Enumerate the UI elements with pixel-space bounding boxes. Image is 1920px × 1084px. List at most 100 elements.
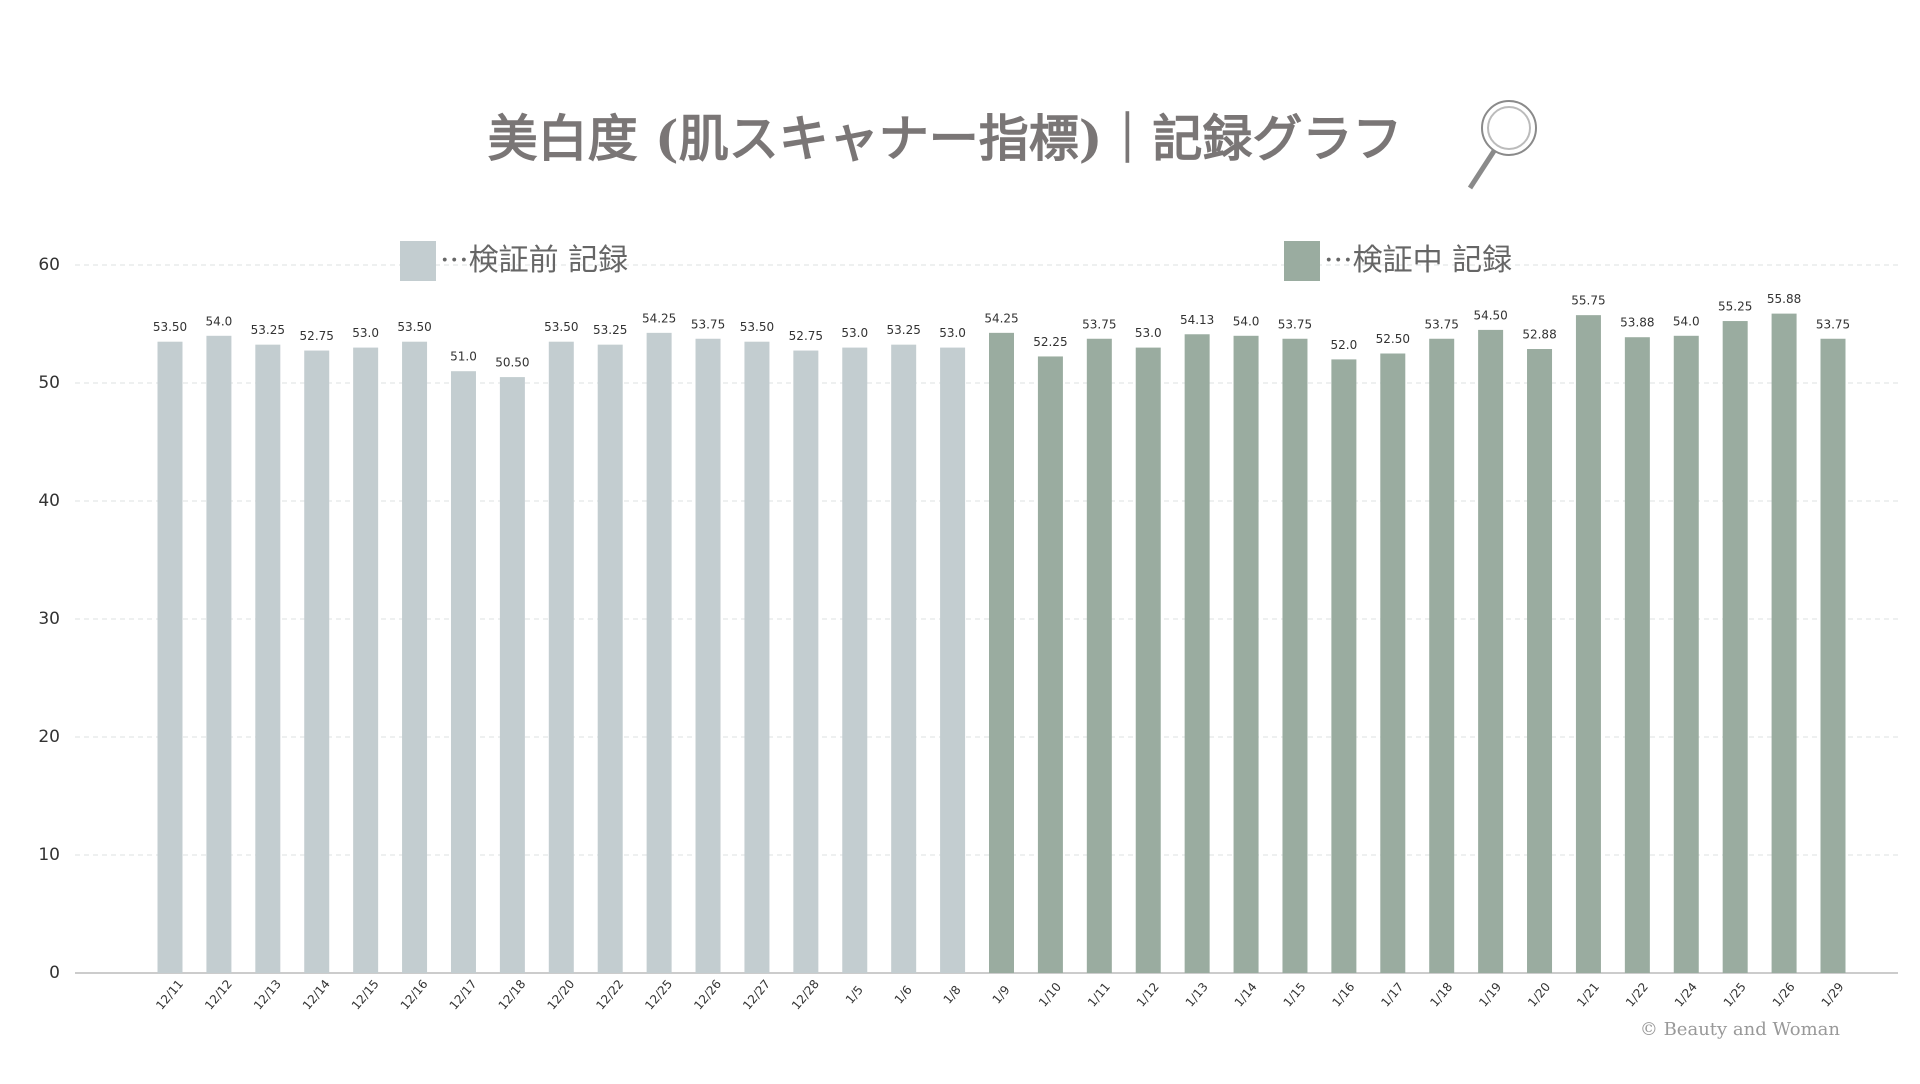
x-tick-label: 1/24 <box>1672 980 1700 1010</box>
bar <box>1086 338 1112 973</box>
bar <box>353 347 379 974</box>
x-tick-label: 12/18 <box>496 977 529 1012</box>
data-label: 52.25 <box>1033 335 1067 349</box>
x-tick-label: 12/17 <box>447 977 480 1012</box>
magnifier-icon <box>1467 100 1537 190</box>
x-tick-label: 1/17 <box>1378 980 1406 1010</box>
data-label: 54.0 <box>206 314 233 328</box>
data-label: 53.50 <box>397 320 431 334</box>
data-label: 53.75 <box>1278 317 1312 331</box>
x-tick-label: 12/28 <box>789 977 822 1012</box>
data-label: 55.75 <box>1571 294 1605 308</box>
bar <box>1771 313 1797 974</box>
x-tick-label: 1/26 <box>1770 980 1798 1010</box>
data-label: 53.75 <box>1425 317 1459 331</box>
bar <box>940 347 966 974</box>
data-label: 50.50 <box>495 356 529 370</box>
x-tick-label: 12/15 <box>349 977 382 1012</box>
x-tick-label: 1/5 <box>843 983 866 1007</box>
data-label: 52.75 <box>300 329 334 343</box>
chart-title: 美白度 (肌スキャナー指標)｜記録グラフ <box>488 109 1403 168</box>
bar <box>304 350 330 973</box>
x-tick-label: 12/25 <box>642 977 675 1012</box>
bar <box>1184 334 1210 973</box>
bar <box>1722 321 1748 973</box>
bar <box>157 341 183 973</box>
bar <box>891 344 917 973</box>
bar <box>744 341 770 973</box>
data-label: 54.50 <box>1473 308 1507 322</box>
data-label: 53.25 <box>251 323 285 337</box>
bar <box>695 338 721 973</box>
y-tick-label: 0 <box>49 963 60 983</box>
bar <box>206 335 232 973</box>
bar <box>989 332 1014 974</box>
data-label: 55.25 <box>1718 300 1752 314</box>
bar <box>1478 329 1504 973</box>
bar <box>1429 338 1455 973</box>
x-tick-label: 1/29 <box>1819 980 1847 1010</box>
x-tick-label: 1/11 <box>1085 980 1113 1010</box>
x-tick-label: 12/27 <box>740 977 773 1012</box>
bar <box>1380 353 1406 973</box>
x-tick-label: 1/15 <box>1281 980 1309 1010</box>
data-label: 54.13 <box>1180 313 1214 327</box>
x-tick-label: 12/16 <box>398 977 431 1012</box>
y-tick-label: 40 <box>38 491 60 511</box>
y-tick-label: 10 <box>38 845 60 865</box>
x-tick-label: 1/9 <box>990 983 1013 1007</box>
y-tick-label: 20 <box>38 727 60 747</box>
bar <box>548 341 574 973</box>
data-label: 53.0 <box>939 326 966 340</box>
copyright: © Beauty and Woman <box>1640 1019 1841 1040</box>
x-tick-label: 1/21 <box>1574 980 1602 1010</box>
bar <box>842 347 868 974</box>
x-tick-label: 12/20 <box>544 977 577 1012</box>
bar <box>1624 337 1650 973</box>
data-label: 53.75 <box>691 317 725 331</box>
data-label: 53.25 <box>593 323 627 337</box>
data-label: 53.88 <box>1620 316 1654 330</box>
bar <box>499 377 525 974</box>
x-tick-label: 12/14 <box>300 977 333 1012</box>
x-tick-label: 12/12 <box>202 977 235 1012</box>
legend-label: ···検証中 記録 <box>1324 243 1512 278</box>
bar <box>597 344 623 973</box>
x-tick-label: 1/8 <box>941 983 964 1007</box>
data-label: 52.0 <box>1331 338 1358 352</box>
y-tick-label: 50 <box>38 373 60 393</box>
data-label: 53.0 <box>352 326 379 340</box>
legend-swatch <box>1284 241 1320 281</box>
x-tick-label: 1/19 <box>1476 980 1504 1010</box>
legend-swatch <box>400 241 436 281</box>
y-tick-label: 60 <box>38 255 60 275</box>
x-tick-label: 1/12 <box>1134 980 1162 1010</box>
bar <box>1673 335 1699 973</box>
bar <box>1037 356 1063 973</box>
data-label: 53.75 <box>1816 317 1850 331</box>
data-label: 54.0 <box>1233 314 1260 328</box>
data-label: 54.25 <box>642 311 676 325</box>
bar <box>1575 315 1601 973</box>
data-label: 52.50 <box>1376 332 1410 346</box>
x-tick-label: 1/22 <box>1623 980 1651 1010</box>
bar <box>450 371 476 973</box>
x-tick-label: 1/10 <box>1036 980 1064 1010</box>
x-tick-label: 1/20 <box>1525 980 1553 1010</box>
x-tick-label: 12/11 <box>153 977 186 1012</box>
data-label: 55.88 <box>1767 292 1801 306</box>
data-label: 53.0 <box>841 326 868 340</box>
data-label: 53.50 <box>740 320 774 334</box>
y-tick-label: 30 <box>38 609 60 629</box>
data-label: 53.25 <box>886 323 920 337</box>
data-label: 53.50 <box>544 320 578 334</box>
x-tick-label: 12/13 <box>251 977 284 1012</box>
bar <box>646 332 672 974</box>
legend-label: ···検証前 記録 <box>440 243 628 278</box>
x-tick-label: 1/25 <box>1721 980 1749 1010</box>
x-tick-label: 1/16 <box>1329 980 1357 1010</box>
bar <box>1820 338 1846 973</box>
bar <box>1331 359 1357 973</box>
bar <box>1527 349 1553 973</box>
